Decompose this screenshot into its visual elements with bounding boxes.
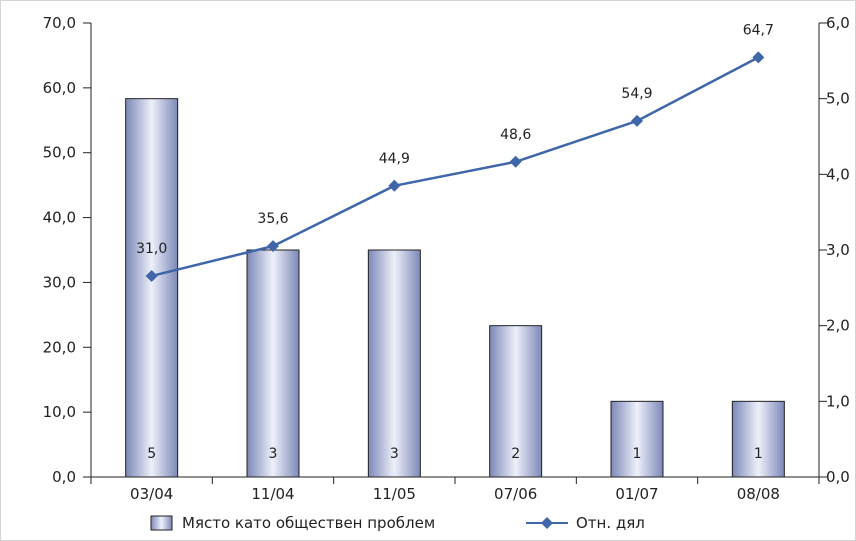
data-labels: 5 3 3 2 1 1 31,0 35,6 44,9 48,6 54,9 64,7 xyxy=(136,22,774,462)
y-left-tick-label: 0,0 xyxy=(52,468,76,486)
y-right-tick-label: 6,0 xyxy=(826,14,850,32)
x-tick-label: 11/04 xyxy=(251,485,294,503)
line-point xyxy=(145,269,158,282)
y-right-tick-label: 3,0 xyxy=(826,241,850,259)
legend-line-label: Отн. дял xyxy=(576,514,645,532)
bar xyxy=(125,98,179,478)
y-left-tick-label: 30,0 xyxy=(43,273,76,291)
bar xyxy=(367,249,421,478)
bar xyxy=(246,249,300,478)
y-right-tick-label: 2,0 xyxy=(826,317,850,335)
x-tick-label: 03/04 xyxy=(130,485,173,503)
bar-value-label: 1 xyxy=(754,446,763,462)
legend-line-marker xyxy=(541,517,553,529)
y-right-tick-label: 1,0 xyxy=(826,392,850,410)
bar-value-label: 1 xyxy=(633,446,642,462)
y-right-tick-label: 0,0 xyxy=(826,468,850,486)
y-left-tick-label: 10,0 xyxy=(43,403,76,421)
y-right-tick-label: 4,0 xyxy=(826,165,850,183)
line-value-label: 64,7 xyxy=(743,22,774,38)
y-right-tick-label: 5,0 xyxy=(826,90,850,108)
bar xyxy=(610,400,664,478)
bar xyxy=(489,325,543,478)
line-value-label: 48,6 xyxy=(500,127,531,143)
line-point xyxy=(388,179,401,192)
axes: 0,0 10,0 20,0 30,0 40,0 50,0 60,0 70,0 0,0 1,0 2,0… xyxy=(43,14,850,503)
line-value-label: 44,9 xyxy=(379,151,410,167)
x-tick-label: 01/07 xyxy=(615,485,658,503)
bar-value-label: 3 xyxy=(269,446,278,462)
y-left-tick-label: 50,0 xyxy=(43,144,76,162)
y-left-tick-label: 60,0 xyxy=(43,79,76,97)
line-point xyxy=(752,51,765,64)
x-tick-label: 08/08 xyxy=(737,485,780,503)
y-left-tick-label: 70,0 xyxy=(43,14,76,32)
legend-bar-swatch xyxy=(150,515,173,531)
legend-bar-label: Място като обществен проблем xyxy=(182,514,435,532)
line-value-label: 35,6 xyxy=(257,211,288,227)
line-series xyxy=(145,51,765,282)
line-point xyxy=(509,155,522,168)
line-path xyxy=(151,56,759,278)
line-point xyxy=(631,114,643,127)
bar-value-label: 5 xyxy=(147,446,156,462)
bar-value-label: 2 xyxy=(511,446,520,462)
y-left-tick-label: 40,0 xyxy=(43,209,76,227)
line-value-label: 31,0 xyxy=(136,241,167,257)
x-tick-label: 11/05 xyxy=(373,485,416,503)
line-point xyxy=(267,240,279,253)
legend: Място като обществен проблем Отн. дял xyxy=(150,514,645,532)
bar xyxy=(731,400,785,478)
line-value-label: 54,9 xyxy=(621,86,652,102)
bar-value-label: 3 xyxy=(390,446,399,462)
x-tick-label: 07/06 xyxy=(494,485,537,503)
y-left-tick-label: 20,0 xyxy=(43,338,76,356)
